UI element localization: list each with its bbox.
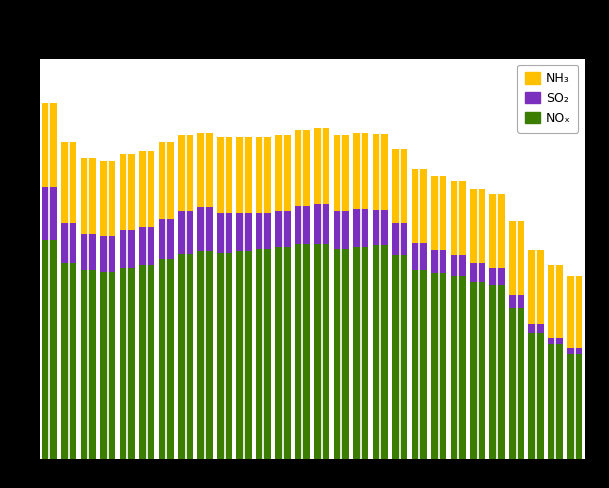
- Bar: [217, 253, 232, 459]
- Bar: [568, 348, 582, 354]
- Bar: [431, 273, 446, 459]
- Bar: [178, 254, 193, 459]
- Bar: [509, 295, 524, 308]
- Bar: [529, 250, 544, 325]
- Bar: [470, 189, 485, 264]
- Bar: [236, 137, 252, 213]
- Bar: [490, 285, 505, 459]
- Bar: [451, 181, 466, 255]
- Bar: [490, 194, 505, 268]
- Bar: [392, 255, 407, 459]
- Bar: [236, 213, 252, 251]
- Bar: [431, 250, 446, 273]
- Bar: [373, 245, 388, 459]
- Bar: [509, 308, 524, 459]
- Bar: [295, 130, 310, 206]
- Bar: [100, 236, 115, 272]
- Bar: [451, 255, 466, 276]
- Bar: [431, 176, 446, 250]
- Bar: [256, 213, 271, 249]
- Bar: [509, 221, 524, 295]
- Bar: [178, 135, 193, 211]
- Bar: [334, 211, 349, 249]
- Bar: [61, 264, 76, 459]
- Bar: [392, 224, 407, 255]
- Bar: [256, 249, 271, 459]
- Bar: [158, 259, 174, 459]
- Bar: [529, 325, 544, 333]
- Bar: [314, 204, 329, 244]
- Bar: [275, 211, 290, 247]
- Bar: [158, 219, 174, 259]
- Bar: [217, 137, 232, 213]
- Bar: [158, 142, 174, 219]
- Bar: [119, 268, 135, 459]
- Bar: [139, 227, 154, 265]
- Bar: [100, 272, 115, 459]
- Bar: [548, 265, 563, 338]
- Bar: [42, 240, 57, 459]
- Bar: [275, 135, 290, 211]
- Bar: [61, 142, 76, 224]
- Bar: [80, 270, 96, 459]
- Bar: [197, 251, 213, 459]
- Bar: [568, 354, 582, 459]
- Bar: [80, 158, 96, 234]
- Bar: [392, 149, 407, 224]
- Bar: [295, 244, 310, 459]
- Bar: [197, 133, 213, 207]
- Bar: [80, 234, 96, 270]
- Bar: [373, 134, 388, 210]
- Bar: [470, 283, 485, 459]
- Bar: [412, 270, 427, 459]
- Bar: [119, 154, 135, 230]
- Bar: [353, 133, 368, 209]
- Bar: [334, 249, 349, 459]
- Bar: [548, 338, 563, 345]
- Bar: [353, 247, 368, 459]
- Bar: [236, 251, 252, 459]
- Bar: [197, 207, 213, 251]
- Bar: [314, 128, 329, 204]
- Bar: [178, 211, 193, 254]
- Bar: [373, 210, 388, 245]
- Bar: [568, 276, 582, 348]
- Bar: [42, 187, 57, 240]
- Bar: [100, 162, 115, 236]
- Bar: [256, 137, 271, 213]
- Bar: [470, 264, 485, 283]
- Bar: [334, 135, 349, 211]
- Bar: [451, 276, 466, 459]
- Bar: [353, 209, 368, 247]
- Bar: [412, 169, 427, 244]
- Legend: NH₃, SO₂, NOₓ: NH₃, SO₂, NOₓ: [518, 65, 579, 133]
- Bar: [529, 333, 544, 459]
- Bar: [61, 224, 76, 264]
- Bar: [490, 268, 505, 285]
- Bar: [548, 345, 563, 459]
- Bar: [139, 265, 154, 459]
- Bar: [314, 244, 329, 459]
- Bar: [217, 213, 232, 253]
- Bar: [275, 247, 290, 459]
- Bar: [119, 230, 135, 268]
- Bar: [42, 103, 57, 187]
- Bar: [295, 206, 310, 244]
- Bar: [139, 151, 154, 227]
- Bar: [412, 244, 427, 270]
